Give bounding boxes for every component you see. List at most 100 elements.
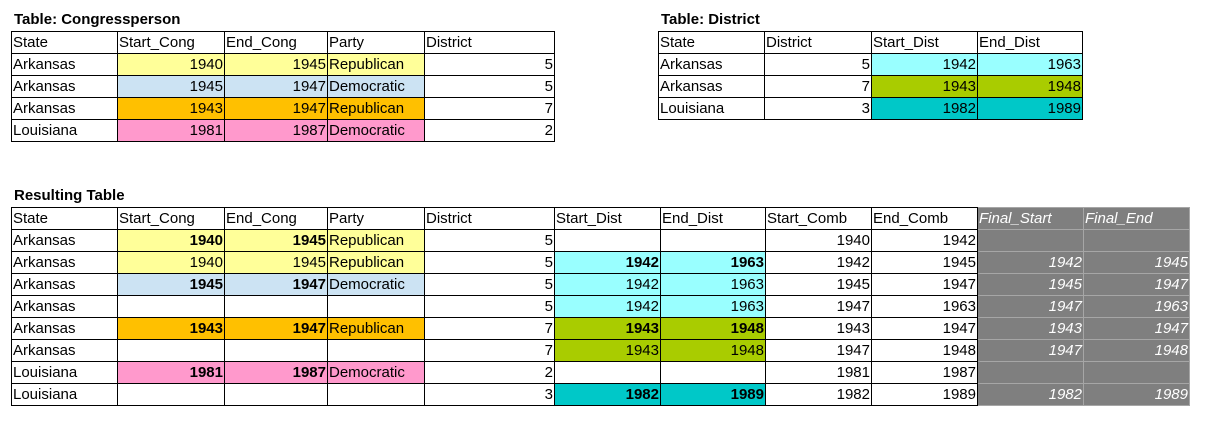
district-cell: 5 bbox=[424, 75, 555, 98]
end-cong-cell: 1947 bbox=[224, 75, 328, 98]
party-cell: Democratic bbox=[327, 75, 425, 98]
start-dist-cell: 1942 bbox=[554, 273, 661, 296]
start-dist-cell: 1943 bbox=[554, 317, 661, 340]
party-cell: Republican bbox=[327, 317, 425, 340]
header-cell: End_Dist bbox=[977, 31, 1083, 54]
end-comb-cell: 1942 bbox=[871, 229, 978, 252]
table-row: Arkansas 1945 1947 Democratic 5 1942 1963 1945 1… bbox=[11, 273, 1190, 296]
start-dist-cell: 1982 bbox=[554, 383, 661, 406]
header-cell: End_Cong bbox=[224, 31, 328, 54]
district-cell: 5 bbox=[424, 229, 555, 252]
district-cell: 5 bbox=[764, 53, 872, 76]
final-start-cell: 1982 bbox=[977, 383, 1084, 406]
table-row: Arkansas 1940 1945 Republican 5 1940 1942 bbox=[11, 229, 1190, 252]
party-cell bbox=[327, 339, 425, 362]
start-cong-cell: 1981 bbox=[117, 361, 225, 384]
start-comb-cell: 1943 bbox=[765, 317, 872, 340]
final-start-cell: 1947 bbox=[977, 339, 1084, 362]
final-end-cell: 1947 bbox=[1083, 273, 1190, 296]
final-end-cell: 1963 bbox=[1083, 295, 1190, 318]
state-cell: Arkansas bbox=[11, 75, 118, 98]
final-end-cell bbox=[1083, 361, 1190, 384]
start-cong-cell bbox=[117, 295, 225, 318]
table-row: Arkansas 1943 1947 Republican 7 1943 1948 1943 1… bbox=[11, 317, 1190, 340]
end-cong-cell: 1945 bbox=[224, 53, 328, 76]
start-cong-cell: 1943 bbox=[117, 317, 225, 340]
start-comb-cell: 1982 bbox=[765, 383, 872, 406]
end-comb-cell: 1945 bbox=[871, 251, 978, 274]
header-cell: State bbox=[658, 31, 765, 54]
end-dist-cell: 1948 bbox=[977, 75, 1083, 98]
table-row: Louisiana 1981 1987 Democratic 2 1981 1987 bbox=[11, 361, 1190, 384]
final-start-cell: 1943 bbox=[977, 317, 1084, 340]
district-cell: 2 bbox=[424, 361, 555, 384]
resulting-table-title: Resulting Table bbox=[14, 187, 125, 204]
state-cell: Arkansas bbox=[11, 229, 118, 252]
end-cong-cell: 1947 bbox=[224, 97, 328, 120]
state-cell: Louisiana bbox=[11, 119, 118, 142]
state-cell: Louisiana bbox=[658, 97, 765, 120]
party-cell: Republican bbox=[327, 97, 425, 120]
header-cell: District bbox=[764, 31, 872, 54]
party-cell bbox=[327, 383, 425, 406]
end-dist-cell: 1963 bbox=[660, 273, 766, 296]
final-end-cell: 1945 bbox=[1083, 251, 1190, 274]
end-comb-cell: 1987 bbox=[871, 361, 978, 384]
table-row: Arkansas 1940 1945 Republican 5 bbox=[11, 53, 555, 76]
state-cell: Louisiana bbox=[11, 383, 118, 406]
final-start-cell: 1942 bbox=[977, 251, 1084, 274]
congressperson-table-title: Table: Congressperson bbox=[14, 11, 181, 28]
district-cell: 7 bbox=[424, 97, 555, 120]
header-cell: Start_Cong bbox=[117, 31, 225, 54]
end-dist-cell bbox=[660, 229, 766, 252]
start-cong-cell: 1940 bbox=[117, 251, 225, 274]
party-cell: Democratic bbox=[327, 119, 425, 142]
party-cell: Democratic bbox=[327, 273, 425, 296]
start-cong-cell: 1945 bbox=[117, 273, 225, 296]
table-row: Louisiana 1981 1987 Democratic 2 bbox=[11, 119, 555, 142]
end-cong-cell bbox=[224, 295, 328, 318]
start-comb-cell: 1981 bbox=[765, 361, 872, 384]
end-dist-cell: 1948 bbox=[660, 339, 766, 362]
table-row: Arkansas 5 1942 1963 1947 1963 1947 1963 bbox=[11, 295, 1190, 318]
table-row: Louisiana 3 1982 1989 1982 1989 1982 1989 bbox=[11, 383, 1190, 406]
party-cell: Republican bbox=[327, 229, 425, 252]
end-cong-cell bbox=[224, 339, 328, 362]
end-dist-cell: 1948 bbox=[660, 317, 766, 340]
header-cell: Final_End bbox=[1083, 207, 1190, 230]
header-cell: Start_Dist bbox=[871, 31, 978, 54]
state-cell: Arkansas bbox=[11, 317, 118, 340]
end-cong-cell: 1947 bbox=[224, 317, 328, 340]
header-cell: Start_Dist bbox=[554, 207, 661, 230]
end-cong-cell: 1945 bbox=[224, 251, 328, 274]
table-row: Arkansas 1940 1945 Republican 5 1942 1963 1942 1… bbox=[11, 251, 1190, 274]
table-row: Louisiana 3 1982 1989 bbox=[658, 97, 1083, 120]
end-comb-cell: 1948 bbox=[871, 339, 978, 362]
end-cong-cell: 1947 bbox=[224, 273, 328, 296]
state-cell: Arkansas bbox=[11, 273, 118, 296]
district-cell: 7 bbox=[424, 317, 555, 340]
header-cell: State bbox=[11, 31, 118, 54]
party-cell: Republican bbox=[327, 53, 425, 76]
district-cell: 3 bbox=[424, 383, 555, 406]
start-cong-cell: 1981 bbox=[117, 119, 225, 142]
state-cell: Arkansas bbox=[658, 53, 765, 76]
district-cell: 3 bbox=[764, 97, 872, 120]
resulting-table: State Start_Cong End_Cong Party District Star… bbox=[11, 207, 1190, 406]
party-cell: Republican bbox=[327, 251, 425, 274]
final-end-cell: 1989 bbox=[1083, 383, 1190, 406]
start-comb-cell: 1947 bbox=[765, 339, 872, 362]
final-start-cell bbox=[977, 361, 1084, 384]
header-cell: End_Dist bbox=[660, 207, 766, 230]
end-comb-cell: 1947 bbox=[871, 273, 978, 296]
start-cong-cell: 1940 bbox=[117, 53, 225, 76]
start-comb-cell: 1945 bbox=[765, 273, 872, 296]
district-cell: 5 bbox=[424, 53, 555, 76]
start-cong-cell bbox=[117, 339, 225, 362]
state-cell: Louisiana bbox=[11, 361, 118, 384]
district-cell: 5 bbox=[424, 273, 555, 296]
start-dist-cell: 1942 bbox=[871, 53, 978, 76]
final-end-cell: 1948 bbox=[1083, 339, 1190, 362]
end-cong-cell: 1987 bbox=[224, 119, 328, 142]
header-cell: District bbox=[424, 207, 555, 230]
